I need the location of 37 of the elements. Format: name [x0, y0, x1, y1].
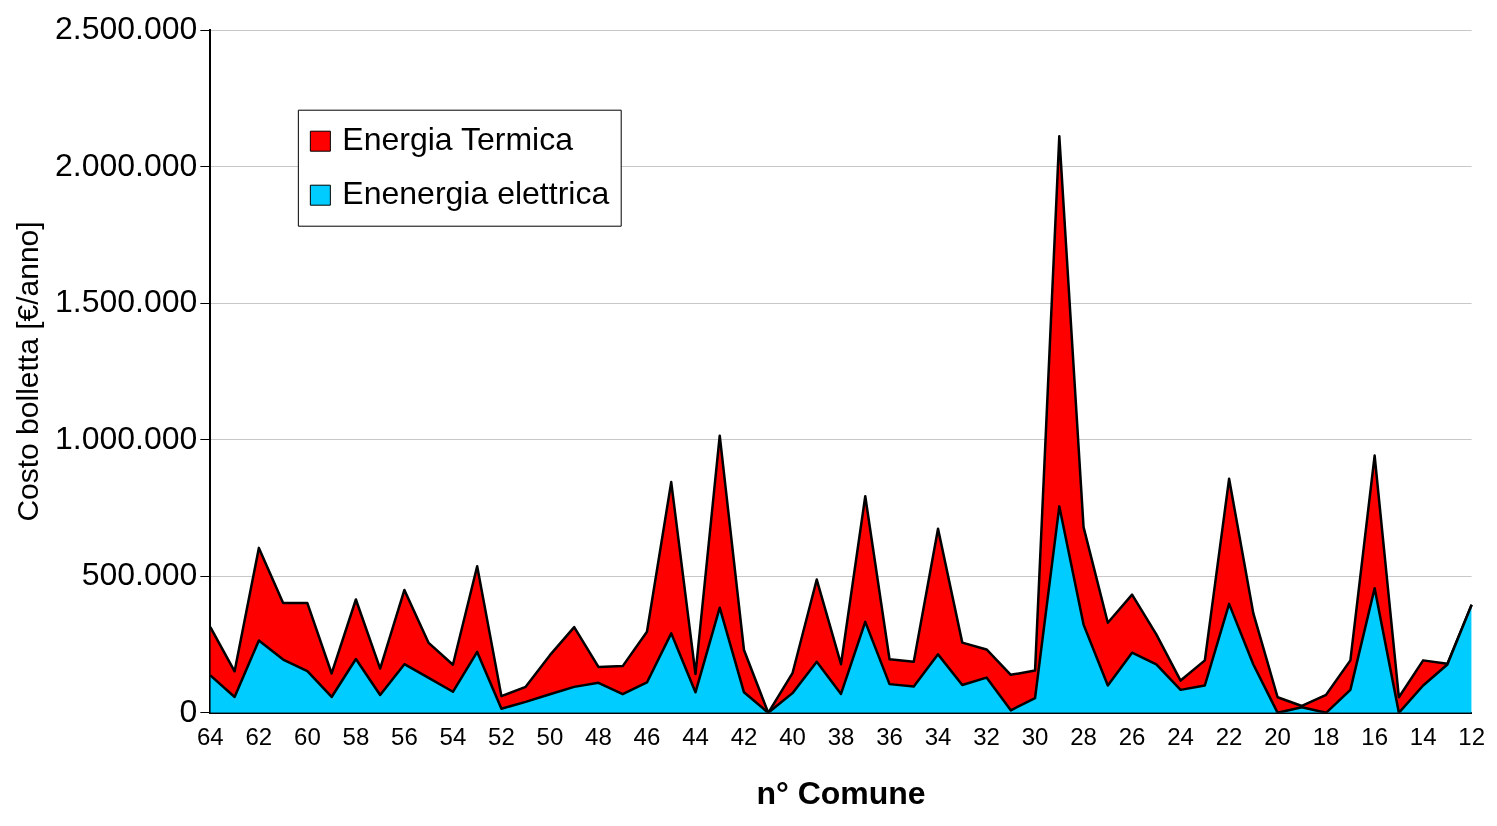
y-tick-label: 1.500.000	[55, 283, 198, 320]
legend-label: Enenergia elettrica	[342, 175, 610, 212]
y-tick-label: 1.000.000	[55, 419, 198, 456]
x-tick-label: 36	[876, 722, 903, 750]
x-tick-label: 52	[488, 722, 515, 750]
x-tick-label: 58	[342, 722, 370, 750]
y-tick-label: 0	[179, 692, 198, 729]
x-tick-label: 46	[633, 722, 661, 750]
x-tick-label: 62	[245, 722, 273, 750]
x-tick-label: 38	[827, 722, 855, 750]
x-tick-label: 44	[682, 722, 709, 750]
x-tick-label: 18	[1312, 722, 1340, 750]
x-tick-label: 32	[973, 722, 1000, 750]
x-tick-label: 30	[1021, 722, 1049, 750]
y-tick-label: 2.000.000	[55, 146, 198, 183]
legend-label: Energia Termica	[342, 121, 574, 158]
x-tick-label: 48	[585, 722, 612, 750]
x-tick-label: 50	[536, 722, 564, 750]
x-tick-label: 40	[779, 722, 806, 750]
x-tick-label: 64	[197, 722, 224, 750]
x-tick-label: 42	[730, 722, 758, 750]
x-tick-label: 60	[294, 722, 321, 750]
y-tick-label: 500.000	[81, 556, 198, 593]
x-tick-label: 28	[1070, 722, 1097, 750]
y-tick-label: 2.500.000	[55, 10, 198, 47]
x-axis-title: n° Comune	[756, 774, 926, 811]
x-tick-label: 12	[1458, 722, 1485, 750]
x-tick-label: 24	[1167, 722, 1194, 750]
y-axis-title: Costo bolletta [€/anno]	[11, 221, 45, 522]
x-tick-label: 56	[391, 722, 418, 750]
x-tick-label: 34	[924, 722, 952, 750]
x-tick-label: 54	[439, 722, 467, 750]
x-tick-label: 26	[1118, 722, 1146, 750]
x-tick-label: 22	[1215, 722, 1243, 750]
x-tick-label: 14	[1409, 722, 1437, 750]
x-tick-label: 16	[1361, 722, 1388, 750]
x-tick-label: 20	[1264, 722, 1291, 750]
